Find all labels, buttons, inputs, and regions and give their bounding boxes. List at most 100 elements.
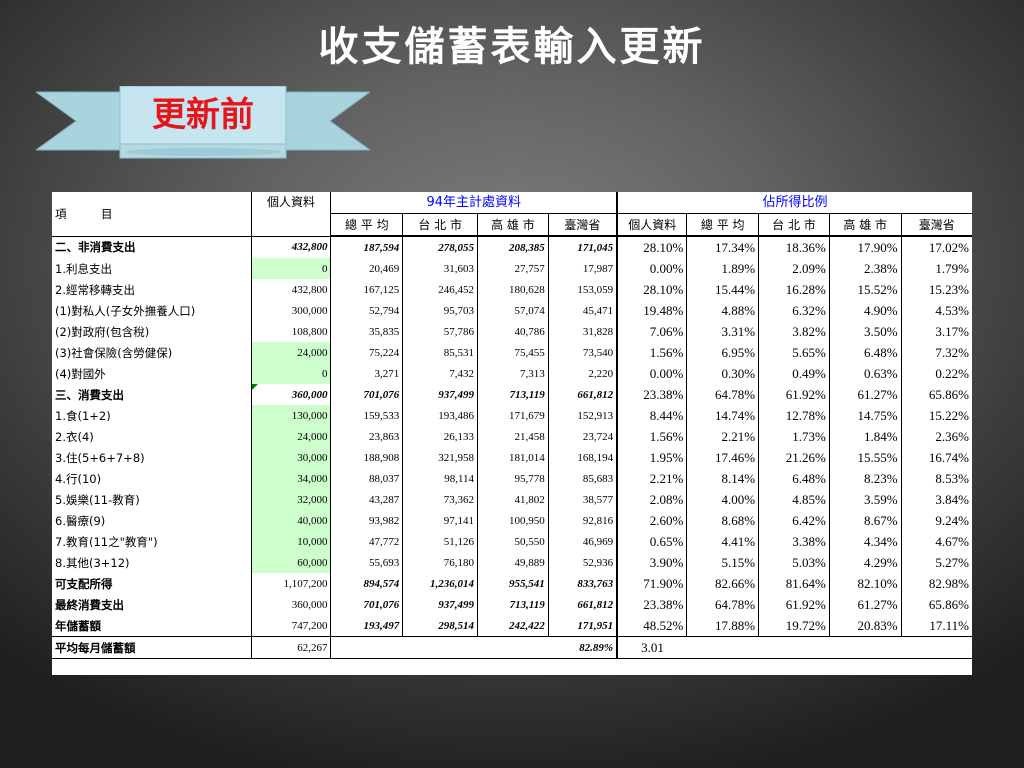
ribbon-banner: 更新前 <box>36 86 370 168</box>
footer-pct-personal: 3.01 <box>616 636 687 659</box>
cell-pct-avg: 0.30% <box>686 363 760 384</box>
cell-pct-kaohsiung: 0.63% <box>829 363 902 384</box>
cell-personal: 360,000 <box>251 594 332 615</box>
cell-pct-avg: 4.88% <box>686 300 760 321</box>
cell-taipei: 95,703 <box>402 300 479 321</box>
cell-taipei: 937,499 <box>402 594 479 615</box>
cell-avg: 88,037 <box>330 468 404 489</box>
row-label: (1)對私人(子女外撫養人口) <box>52 300 252 321</box>
footer-empty <box>330 636 403 659</box>
cell-pct-taiwan: 15.23% <box>928 281 969 297</box>
cell-pct-taipei: 21.26% <box>758 447 830 468</box>
table-row: 1.利息支出 0 20,469 31,603 27,757 17,987 0.00% 1.89… <box>52 258 972 279</box>
cell-personal: 10,000 <box>251 531 332 552</box>
cell-pct-kaohsiung: 8.23% <box>829 468 902 489</box>
cell-personal: 24,000 <box>251 426 332 447</box>
cell-taipei: 246,452 <box>402 279 479 300</box>
row-label: 1.食(1+2) <box>52 405 252 426</box>
row-label: 可支配所得 <box>52 573 252 594</box>
cell-pct-kaohsiung: 8.67% <box>829 510 902 531</box>
cell-pct-personal: 19.48% <box>616 300 688 321</box>
cell-pct-taiwan: 9.24% <box>935 512 969 528</box>
cell-taiwan: 31,828 <box>548 321 618 342</box>
cell-personal: 0 <box>251 258 332 279</box>
cell-taipei: 57,786 <box>402 321 479 342</box>
cell-taiwan: 152,913 <box>548 405 618 426</box>
cell-taipei: 73,362 <box>402 489 479 510</box>
cell-pct-taipei: 19.72% <box>758 615 830 637</box>
cell-pct-taipei: 0.49% <box>758 363 830 384</box>
spreadsheet: 項 目 個人資料 94年主計處資料 佔所得比例 總 平 均 台 北 市 高 雄 … <box>52 192 972 675</box>
cell-kaohsiung: 49,889 <box>477 552 549 573</box>
cell-avg: 43,287 <box>330 489 404 510</box>
table-row: 可支配所得 1,107,200 894,574 1,236,014 955,541 833… <box>52 573 972 594</box>
row-label: 2.經常移轉支出 <box>52 279 252 300</box>
subheader-pct-avg: 總 平 均 <box>686 213 760 237</box>
cell-personal: 60,000 <box>251 552 332 573</box>
cell-personal: 747,200 <box>251 615 332 637</box>
cell-personal: 432,800 <box>251 279 332 300</box>
cell-taiwan: 661,812 <box>548 384 618 405</box>
cell-pct-personal: 23.38% <box>616 594 688 615</box>
cell-kaohsiung: 713,119 <box>477 594 549 615</box>
cell-taipei: 7,432 <box>402 363 479 384</box>
footer-row: 平均每月儲蓄額 62,267 82.89% 3.01 <box>52 636 972 659</box>
cell-avg: 20,469 <box>330 258 404 279</box>
cell-pct-taipei: 2.09% <box>758 258 830 279</box>
cell-personal: 34,000 <box>251 468 332 489</box>
cell-avg: 52,794 <box>330 300 404 321</box>
savings-table: 項 目 個人資料 94年主計處資料 佔所得比例 總 平 均 台 北 市 高 雄 … <box>52 192 972 659</box>
cell-taiwan: 38,577 <box>548 489 618 510</box>
cell-pct-kaohsiung: 15.52% <box>829 279 902 300</box>
cell-pct-personal: 0.00% <box>616 258 688 279</box>
row-label: 5.娛樂(11-教育) <box>52 489 252 510</box>
cell-personal: 300,000 <box>251 300 332 321</box>
table-row: 1.食(1+2) 130,000 159,533 193,486 171,679 152,… <box>52 405 972 426</box>
cell-pct-taipei: 6.42% <box>758 510 830 531</box>
cell-pct-kaohsiung: 4.29% <box>829 552 902 573</box>
cell-taipei: 76,180 <box>402 552 479 573</box>
cell-pct-taipei: 81.64% <box>758 573 830 594</box>
ribbon-shape-icon <box>36 86 370 159</box>
footer-empty <box>477 636 549 659</box>
cell-taipei: 321,958 <box>402 447 479 468</box>
cell-pct-kaohsiung: 82.10% <box>829 573 902 594</box>
table-row: 2.衣(4) 24,000 23,863 26,133 21,458 23,724 1.56… <box>52 426 972 447</box>
cell-pct-taiwan: 5.27% <box>935 554 969 570</box>
subheader-avg: 總 平 均 <box>330 213 404 237</box>
ribbon-label: 更新前 <box>152 95 254 135</box>
cell-pct-taiwan: 1.79% <box>935 260 969 276</box>
table-row: (3)社會保險(含勞健保) 24,000 75,224 85,531 75,455 73,… <box>52 342 972 363</box>
cell-kaohsiung: 180,628 <box>477 279 549 300</box>
cell-pct-taiwan: 15.22% <box>928 407 969 423</box>
subheader-taiwan: 臺灣省 <box>548 213 618 237</box>
cell-pct-kaohsiung: 61.27% <box>829 594 902 615</box>
cell-avg: 701,076 <box>330 594 404 615</box>
footer-empty <box>901 636 972 659</box>
cell-taipei: 1,236,014 <box>402 573 479 594</box>
cell-pct-avg: 3.31% <box>686 321 760 342</box>
cell-pct-kaohsiung: 20.83% <box>829 615 902 637</box>
cell-avg: 193,497 <box>330 615 404 637</box>
cell-pct-personal: 0.65% <box>616 531 688 552</box>
header-personal: 個人資料 <box>251 192 332 237</box>
cell-taipei: 298,514 <box>402 615 479 637</box>
cell-pct-personal: 23.38% <box>616 384 688 405</box>
table-row: 5.娛樂(11-教育) 32,000 43,287 73,362 41,802 38,57… <box>52 489 972 510</box>
cell-pct-taipei: 16.28% <box>758 279 830 300</box>
row-label: (4)對國外 <box>52 363 252 384</box>
cell-kaohsiung: 955,541 <box>477 573 549 594</box>
cell-pct-avg: 64.78% <box>686 594 760 615</box>
table-row: (1)對私人(子女外撫養人口) 300,000 52,794 95,703 57,074… <box>52 300 972 321</box>
cell-pct-avg: 64.78% <box>686 384 760 405</box>
cell-taiwan: 52,936 <box>548 552 618 573</box>
cell-taiwan: 17,987 <box>548 258 618 279</box>
subheader-taipei: 台 北 市 <box>402 213 479 237</box>
table-row: 3.住(5+6+7+8) 30,000 188,908 321,958 181,014 1… <box>52 447 972 468</box>
cell-pct-personal: 7.06% <box>616 321 688 342</box>
cell-pct-taiwan: 3.84% <box>935 491 969 507</box>
row-label: 年儲蓄額 <box>52 615 252 637</box>
cell-personal: 360,000 <box>251 384 332 405</box>
cell-pct-taiwan: 4.53% <box>935 302 969 318</box>
cell-pct-taipei: 1.73% <box>758 426 830 447</box>
